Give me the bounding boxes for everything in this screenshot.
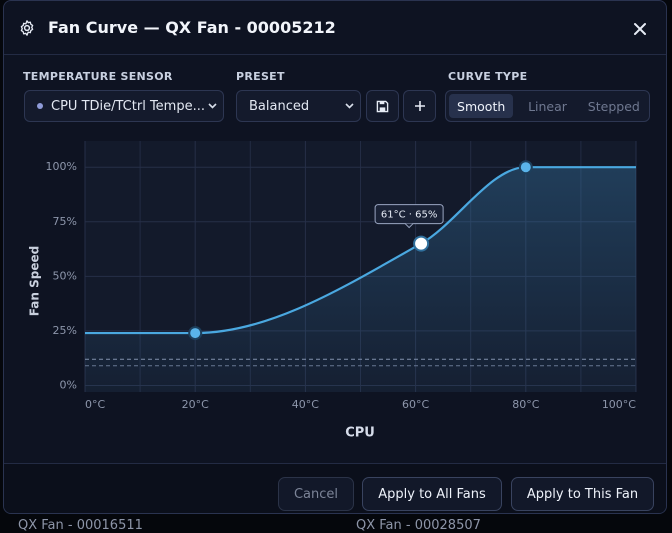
y-tick-label: 50% [53,269,77,282]
chevron [208,103,217,109]
curve-point[interactable] [188,326,203,341]
x-tick-label: 40°C [292,398,319,411]
separator [4,54,666,55]
y-tick-label: 0% [60,378,77,391]
apply-this-button[interactable]: Apply to This Fan [511,477,654,511]
x-tick-label: 80°C [512,398,539,411]
preset-value: Balanced [249,98,310,114]
add-button[interactable] [403,90,436,122]
y-axis-label: Fan Speed [28,246,42,316]
x-axis-label: CPU [345,426,375,441]
tooltip: 61°C · 65% [374,204,444,229]
sensor-value: CPU TDie/TCtrl Tempe... [51,98,205,114]
x-tick-label: 100°C [602,398,636,411]
chevron [345,103,354,109]
curve-type-option[interactable]: Stepped [587,98,640,114]
curve-line [84,166,636,335]
curve-type-selector: Smooth Linear Stepped [445,90,650,122]
close-button[interactable] [633,22,647,36]
gear-icon [20,20,34,36]
curve-point[interactable] [413,235,430,252]
tooltip-text: 61°C · 65% [381,210,437,221]
y-tick-label: 25% [53,324,77,337]
sensor-label: TEMPERATURE SENSOR [23,70,173,83]
x-tick-label: 20°C [182,398,209,411]
save-icon [376,100,389,112]
y-tick-label: 100% [46,160,77,173]
cancel-button[interactable]: Cancel [278,477,354,511]
sensor-dropdown[interactable]: CPU TDie/TCtrl Tempe... [24,90,224,122]
dialog-title: Fan Curve — QX Fan - 00005212 [48,18,336,37]
save-button[interactable] [366,90,399,122]
preset-label: PRESET [236,70,285,83]
separator [4,463,666,464]
sensor-dot [37,103,43,109]
y-tick-label: 75% [53,215,77,228]
x-tick-label: 60°C [402,398,429,411]
curve-point[interactable] [518,160,533,175]
apply-all-button[interactable]: Apply to All Fans [362,477,502,511]
curve-type-option[interactable]: Linear [528,98,567,114]
dialog: Fan Curve — QX Fan - 00005212 TEMPERATUR… [3,0,667,514]
curve-type-label: CURVE TYPE [448,70,528,83]
tooltip-pointer [404,223,414,229]
preset-dropdown[interactable]: Balanced [236,90,361,122]
plus-icon [414,101,425,111]
curve-type-option[interactable]: Smooth [449,94,514,118]
x-tick-label: 0°C [85,398,105,411]
curve-area [85,167,636,392]
